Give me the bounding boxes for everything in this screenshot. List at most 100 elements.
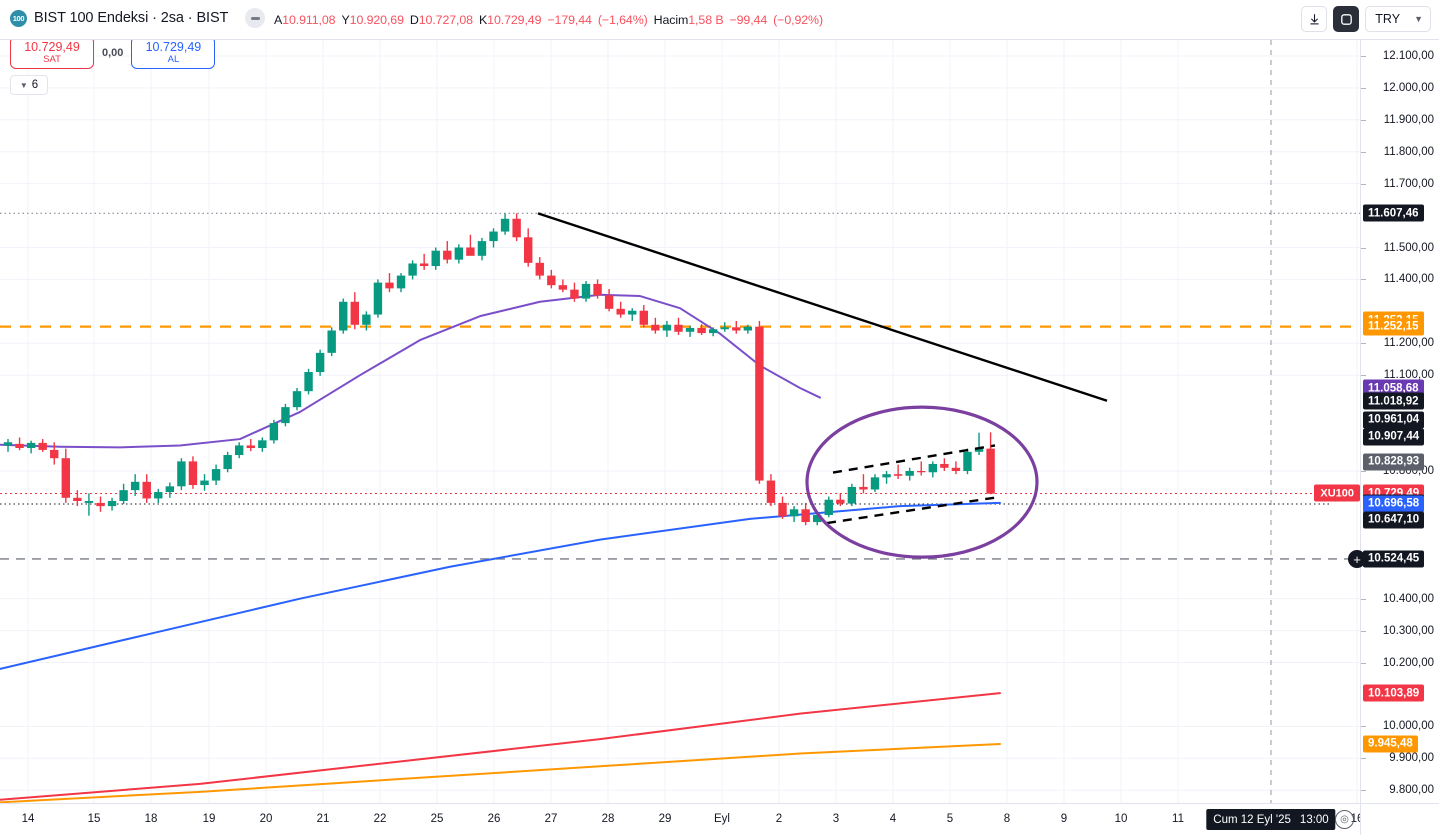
level-10647[interactable]: 10.647,10: [1363, 511, 1425, 529]
candle-body: [419, 263, 429, 267]
purple-ma: [0, 293, 821, 449]
price-tick-mark: [1361, 662, 1366, 664]
candle-body: [674, 324, 683, 332]
candle-body: [628, 310, 637, 315]
candle-body: [535, 262, 544, 276]
axis-corner: [1360, 803, 1439, 835]
candle-body: [396, 275, 406, 289]
red-ma: [0, 692, 1001, 801]
price-tick-mark: [1361, 630, 1366, 632]
highlight-ellipse[interactable]: [805, 405, 1039, 559]
time-axis[interactable]: 14 15 18 19 20 21 22 25 26 27 28 29 Eyl 2 3 4 5 8 9 10 11 16 C…: [0, 803, 1363, 835]
candle-body: [801, 509, 810, 523]
candle-body: [142, 481, 151, 499]
high-marker[interactable]: 11.607,46: [1363, 204, 1424, 222]
descending-trendline[interactable]: [537, 212, 1108, 402]
candle-body: [269, 423, 279, 441]
chart-pane[interactable]: ⚡ XU100: [0, 40, 1360, 803]
price-tick-mark: [1361, 470, 1366, 472]
candle-body: [524, 237, 533, 263]
candle-body: [477, 241, 487, 256]
candle-body: [778, 502, 787, 517]
candle-body: [697, 327, 706, 334]
sell-button[interactable]: 10.729,49 SAT: [10, 36, 94, 69]
candle-body: [408, 263, 417, 276]
fullscreen-icon[interactable]: [1333, 6, 1360, 32]
candle-body: [662, 324, 672, 331]
candle-body: [454, 247, 464, 260]
candle-body: [928, 463, 937, 473]
volume-change-percent: (−0,92%): [773, 13, 823, 27]
currency-selector[interactable]: TRY ▼: [1365, 6, 1431, 32]
low-label: D: [409, 13, 419, 27]
wedge-upper-dashed[interactable]: [832, 444, 996, 474]
candle-body: [766, 480, 776, 503]
candle-body: [281, 407, 290, 424]
candle-body: [813, 515, 822, 523]
price-tick-mark: [1361, 790, 1366, 792]
candle-body: [512, 218, 521, 238]
time-tick: 25: [430, 813, 444, 825]
symbol-title[interactable]: BIST 100 Endeksi · 2sa · BIST: [34, 10, 229, 26]
low-value: 10.727,08: [418, 13, 473, 27]
candle-body: [73, 497, 82, 501]
change-absolute: −179,44: [547, 13, 592, 27]
buy-button[interactable]: 10.729,49 AL: [131, 36, 216, 69]
price-tick: 11.400,00: [1383, 273, 1434, 286]
time-tick: 20: [259, 813, 273, 825]
time-tick: 18: [144, 813, 158, 825]
time-tick: 11: [1172, 813, 1184, 825]
trade-button-row: 10.729,49 SAT 0,00 10.729,49 AL: [10, 36, 216, 69]
red-ma-label[interactable]: 10.103,89: [1363, 684, 1425, 702]
level-10907[interactable]: 10.907,44: [1363, 428, 1425, 446]
candle-body: [235, 445, 244, 456]
level-10828[interactable]: 10.828,93: [1363, 453, 1425, 471]
candle-body: [755, 326, 764, 481]
time-tick: 4: [889, 813, 897, 825]
level-11018[interactable]: 11.018,92: [1363, 392, 1424, 410]
currency-value: TRY: [1375, 12, 1401, 26]
candle-body: [177, 461, 186, 487]
candle-body: [685, 327, 695, 332]
candle-body: [951, 467, 961, 471]
sell-label: SAT: [43, 53, 61, 65]
candle-body: [431, 250, 440, 267]
timezone-settings-icon[interactable]: ◎: [1335, 810, 1354, 829]
candle-body: [50, 449, 59, 459]
orange-level[interactable]: 11.252,15: [1363, 318, 1424, 336]
volume-value: 1,58 B: [688, 13, 724, 27]
candle-body: [558, 285, 568, 290]
time-tick: 14: [21, 813, 35, 825]
time-tick: 27: [544, 813, 558, 825]
top-toolbar: 100 BIST 100 Endeksi · 2sa · BIST A10.91…: [0, 0, 1439, 40]
trade-panel: 10.729,49 SAT 0,00 10.729,49 AL ▼ 6: [10, 36, 216, 95]
download-icon[interactable]: [1301, 6, 1328, 32]
eye-hidden-icon[interactable]: [245, 8, 266, 28]
orange-ma-label[interactable]: 9.945,48: [1363, 735, 1418, 753]
price-axis[interactable]: 12.100,00 12.000,00 11.900,00 11.800,00 11.7…: [1360, 40, 1439, 835]
wedge-lower-dashed[interactable]: [826, 495, 999, 525]
candle-body: [974, 448, 984, 452]
candle-body: [327, 330, 336, 353]
level-10524[interactable]: 10.524,45: [1363, 550, 1425, 568]
bist-logo-icon: 100: [10, 9, 27, 27]
blue-ma: [0, 501, 1001, 670]
candle-body: [489, 231, 498, 242]
price-tick: 10.000,00: [1382, 720, 1434, 733]
time-tick: 22: [373, 813, 387, 825]
price-tick-mark: [1361, 183, 1366, 185]
volume-label: Hacim: [653, 13, 689, 27]
quantity-value: 6: [31, 79, 39, 91]
price-tick-mark: [1361, 151, 1366, 153]
crosshair-hour: 13:00: [1299, 813, 1329, 826]
quantity-stepper[interactable]: ▼ 6: [10, 75, 48, 95]
time-tick: 9: [1060, 813, 1068, 825]
price-tick: 11.800,00: [1383, 145, 1434, 158]
price-tick-mark: [1361, 279, 1366, 281]
symbol-block[interactable]: 100 BIST 100 Endeksi · 2sa · BIST: [10, 8, 266, 28]
add-indicator-plus-icon[interactable]: +: [1348, 550, 1366, 568]
blue-ma-label[interactable]: 10.696,58: [1363, 495, 1425, 513]
level-10961[interactable]: 10.961,04: [1363, 411, 1425, 429]
candle-body: [581, 283, 591, 299]
price-tick: 11.900,00: [1383, 113, 1434, 126]
